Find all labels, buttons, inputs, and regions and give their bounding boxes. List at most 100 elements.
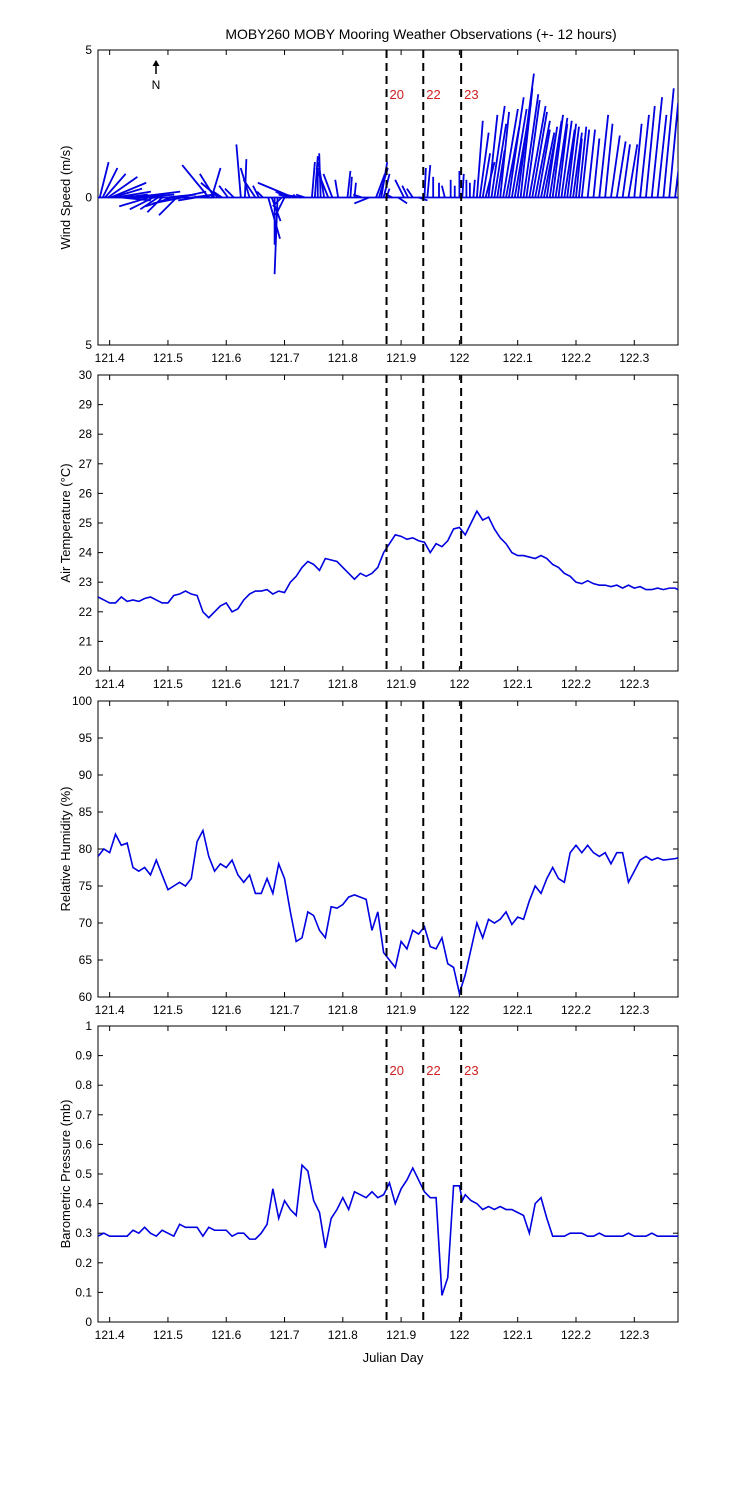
event-marker-label: 20 <box>390 1063 404 1078</box>
wind-stick <box>545 126 559 198</box>
x-tick-label: 121.4 <box>95 1003 125 1017</box>
wind-stick <box>478 132 490 198</box>
x-tick-label: 121.4 <box>95 1328 125 1342</box>
x-tick-label: 122.2 <box>561 351 591 365</box>
x-tick-label: 121.7 <box>270 351 300 365</box>
air_temperature-line <box>98 509 678 619</box>
y-tick-label: 29 <box>79 398 93 412</box>
x-tick-label: 122 <box>449 1328 469 1342</box>
wind-stick <box>146 196 163 213</box>
x-tick-label: 121.9 <box>386 1003 416 1017</box>
event-marker-label: 20 <box>390 87 404 102</box>
wind-stick <box>112 187 143 199</box>
y-tick-label: 0.8 <box>75 1078 92 1092</box>
x-tick-label: 121.7 <box>270 677 300 691</box>
wind-stick <box>578 126 588 198</box>
x-tick-label: 122.2 <box>561 1328 591 1342</box>
x-tick-label: 122 <box>449 677 469 691</box>
wind-stick <box>243 159 248 198</box>
wind-stick <box>139 196 159 211</box>
wind-stick <box>224 188 235 199</box>
y-tick-label: 90 <box>79 768 93 782</box>
wind-stick <box>104 173 127 199</box>
wind-stick <box>551 114 564 198</box>
wind-stick <box>311 162 316 198</box>
relative_humidity-line <box>98 828 678 997</box>
wind-stick <box>152 196 183 205</box>
wind-stick <box>472 179 476 198</box>
wind-stick <box>278 193 291 199</box>
y-tick-label: 0.1 <box>75 1285 92 1299</box>
wind-stick <box>490 105 506 198</box>
x-tick-label: 121.8 <box>328 1328 358 1342</box>
x-axis-label: Julian Day <box>363 1350 424 1365</box>
wind-stick <box>353 196 370 205</box>
x-tick-label: 121.9 <box>386 1328 416 1342</box>
wind-stick <box>645 105 656 198</box>
wind-stick <box>295 193 306 199</box>
x-tick-label: 122.3 <box>619 1328 649 1342</box>
wind-stick <box>118 196 149 208</box>
wind-stick <box>531 111 548 198</box>
north-label: N <box>152 78 161 92</box>
plot-frame <box>97 374 679 672</box>
y-tick-label: 95 <box>79 731 93 745</box>
wind-stick <box>158 196 178 216</box>
y-tick-label: 60 <box>79 990 93 1004</box>
wind-stick <box>662 88 675 198</box>
barometric-pressure-panel: 121.4 121.5 121.6 121.7 121.8 121.9 122 122.1 12… <box>58 1019 679 1342</box>
wind-stick <box>283 193 302 199</box>
y-tick-label: 0.4 <box>75 1197 92 1211</box>
wind-stick <box>566 123 577 198</box>
wind-stick <box>633 123 643 198</box>
wind-stick <box>426 164 432 198</box>
y-tick-label: 0.3 <box>75 1226 92 1240</box>
wind-stick <box>475 120 484 198</box>
wind-stick <box>537 129 551 198</box>
y-tick-label: 75 <box>79 879 93 893</box>
wind-stick <box>270 197 282 222</box>
x-tick-label: 122.2 <box>561 1003 591 1017</box>
y-tick-label: 21 <box>79 634 93 648</box>
x-tick-label: 121.4 <box>95 351 125 365</box>
y-axis-label: Relative Humidity (%) <box>58 787 73 912</box>
wind-stick <box>487 114 499 198</box>
wind-stick <box>218 185 229 199</box>
y-axis-label: Barometric Pressure (mb) <box>58 1100 73 1249</box>
wind-stick <box>101 167 119 198</box>
x-tick-label: 121.6 <box>211 1328 241 1342</box>
wind-speed-panel: 121.4 121.5 121.6 121.7 121.8 121.9 122 122.1 12… <box>58 43 679 365</box>
x-tick-label: 122.2 <box>561 677 591 691</box>
wind-stick <box>107 176 138 199</box>
wind-stick <box>540 132 556 198</box>
wind-stick <box>394 179 405 198</box>
x-tick-label: 121.9 <box>386 677 416 691</box>
wind-stick <box>604 123 614 198</box>
figure-title: MOBY260 MOBY Mooring Weather Observation… <box>225 26 616 42</box>
y-tick-label: 0.2 <box>75 1256 92 1270</box>
wind-stick <box>274 197 286 216</box>
x-tick-label: 121.5 <box>153 1328 183 1342</box>
wind-stick <box>235 144 242 198</box>
wind-stick <box>200 182 220 199</box>
series-group <box>98 73 678 275</box>
wind-stick <box>481 153 491 198</box>
wind-stick <box>349 176 353 198</box>
x-tick-label: 121.6 <box>211 677 241 691</box>
wind-stick <box>129 196 154 211</box>
wind-stick <box>346 170 352 198</box>
y-tick-label: 20 <box>79 664 93 678</box>
wind-stick <box>598 114 610 198</box>
wind-stick <box>334 179 340 198</box>
wind-stick <box>621 144 631 198</box>
series-group <box>98 828 678 997</box>
wind-stick <box>98 161 110 198</box>
wind-stick <box>397 196 408 205</box>
event-marker-label: 22 <box>426 87 440 102</box>
x-tick-label: 121.7 <box>270 1328 300 1342</box>
x-tick-label: 121.5 <box>153 677 183 691</box>
y-tick-label: 25 <box>79 516 93 530</box>
wind-stick <box>178 196 197 202</box>
wind-stick <box>569 126 580 198</box>
wind-stick <box>461 173 465 198</box>
